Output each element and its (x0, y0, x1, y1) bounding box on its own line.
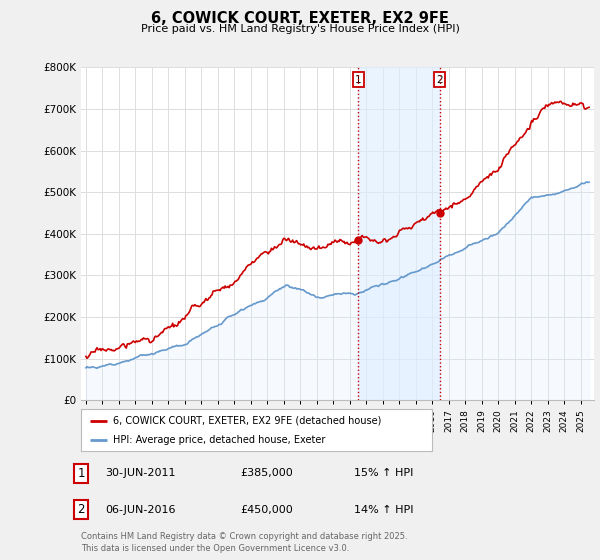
Text: 6, COWICK COURT, EXETER, EX2 9FE (detached house): 6, COWICK COURT, EXETER, EX2 9FE (detach… (113, 416, 381, 426)
Text: 1: 1 (355, 74, 361, 85)
Text: 15% ↑ HPI: 15% ↑ HPI (354, 468, 413, 478)
Text: £385,000: £385,000 (240, 468, 293, 478)
Text: HPI: Average price, detached house, Exeter: HPI: Average price, detached house, Exet… (113, 435, 325, 445)
Text: 1: 1 (77, 466, 85, 480)
Text: 06-JUN-2016: 06-JUN-2016 (105, 505, 176, 515)
Text: 6, COWICK COURT, EXETER, EX2 9FE: 6, COWICK COURT, EXETER, EX2 9FE (151, 11, 449, 26)
Text: 2: 2 (77, 503, 85, 516)
Text: 2: 2 (436, 74, 443, 85)
Text: Contains HM Land Registry data © Crown copyright and database right 2025.
This d: Contains HM Land Registry data © Crown c… (81, 532, 407, 553)
Text: 14% ↑ HPI: 14% ↑ HPI (354, 505, 413, 515)
Bar (358, 67, 440, 400)
Text: £450,000: £450,000 (240, 505, 293, 515)
Text: Price paid vs. HM Land Registry's House Price Index (HPI): Price paid vs. HM Land Registry's House … (140, 24, 460, 34)
Text: 30-JUN-2011: 30-JUN-2011 (105, 468, 176, 478)
